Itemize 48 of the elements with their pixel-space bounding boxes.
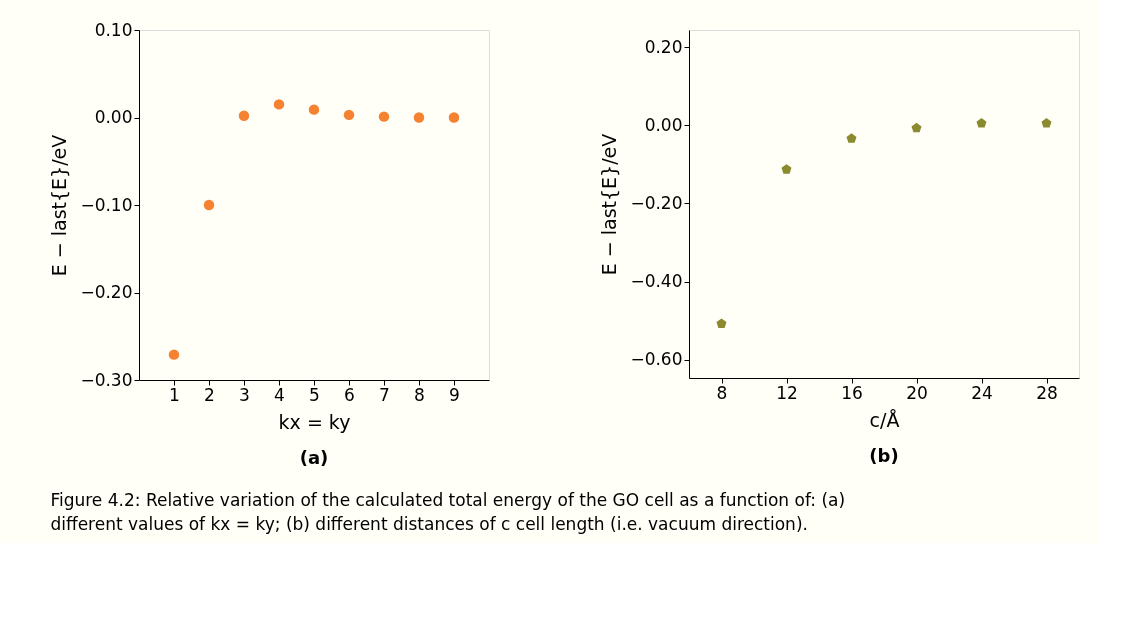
x-tick-label: 5 [309,384,320,405]
x-tick-label: 1 [169,384,180,405]
x-tick-label: 12 [776,382,798,403]
point [448,112,460,123]
point [846,133,857,143]
x-tick-label: 4 [274,384,285,405]
point [378,111,390,122]
point [203,199,215,211]
text: (a) [299,447,329,468]
point [781,164,792,174]
y-tick-label: 0.00 [94,107,133,127]
point [716,318,727,328]
text: different values of kx = ky; (b) different distances of c cell length (i.e. vacuum direction). [50,513,808,534]
point [1041,118,1052,128]
y-tick-label: −0.60 [630,349,683,370]
y-tick-label: −0.10 [80,194,133,215]
x-tick-label: 8 [414,384,425,405]
y-tick-label: 0.20 [644,36,683,57]
point [308,104,320,115]
text: (b) [869,445,899,466]
x-tick-label: 8 [716,382,728,403]
y-tick-label: −0.20 [630,192,683,213]
point [976,118,987,128]
point [911,122,922,133]
y-axis-title: E − last{E}/eV [48,134,71,277]
x-tick-label: 3 [239,384,250,405]
x-tick-label: 2 [204,384,215,405]
point [273,99,285,110]
x-tick-label: 6 [344,384,355,405]
x-tick-label: 20 [906,382,928,403]
x-tick-label: 16 [841,382,863,403]
x-tick-label: 24 [971,382,993,403]
point [343,109,355,121]
caption: Figure 4.2: Relative variation of the calculated total energy of the GO cell as a function of: (a) [50,489,846,510]
y-tick-label: 0.00 [644,114,683,135]
y-tick-label: −0.40 [630,271,683,292]
y-tick-label: 0.10 [94,19,133,40]
x-tick-label: 28 [1036,382,1058,403]
point [168,349,180,360]
point [413,112,425,123]
x-axis-title: c/Å [869,408,900,431]
y-axis-title: E − last{E}/eV [598,133,621,276]
y-tick-label: −0.30 [80,369,133,390]
y-tick-label: −0.20 [80,282,133,302]
x-tick-label: 9 [449,384,460,405]
x-tick-label: 7 [379,384,390,405]
point [238,110,250,121]
x-axis-title: kx = ky [278,410,351,433]
